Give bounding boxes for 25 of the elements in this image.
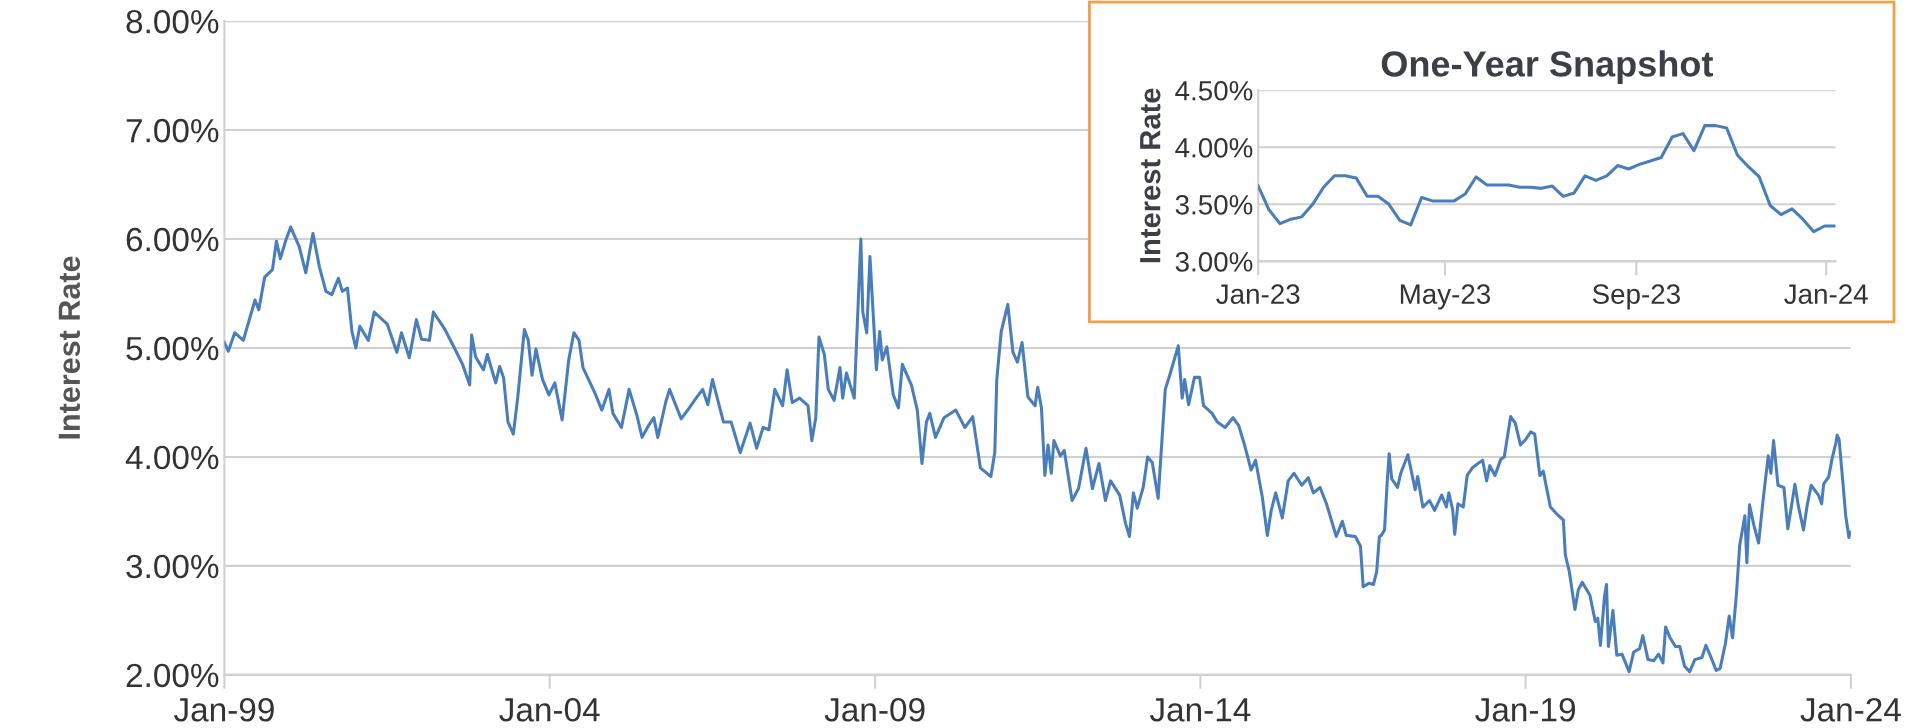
y-axis-title: Interest Rate <box>58 256 81 439</box>
line-series <box>1258 124 1836 234</box>
y-tick-label: 6.00% <box>126 227 219 252</box>
chart-title: One-Year Snapshot <box>1381 50 1713 84</box>
y-axis-title: Interest Rate <box>1140 88 1161 263</box>
y-tick-label: 5.00% <box>126 336 219 361</box>
x-tick-label: Jan-24 <box>1800 697 1901 722</box>
x-tick-label: Jan-24 <box>1784 284 1868 304</box>
y-tick-label: 4.50% <box>1175 80 1253 101</box>
y-tick-label: 8.00% <box>126 9 219 34</box>
y-tick-label: 2.00% <box>126 663 219 688</box>
x-tick-label: Jan-99 <box>173 697 274 722</box>
y-tick-label: 3.00% <box>1175 252 1253 272</box>
y-tick-label: 4.00% <box>125 445 219 470</box>
x-tick-label: Jan-09 <box>824 697 925 722</box>
y-tick-label: 7.00% <box>126 118 219 143</box>
y-tick-label: 4.00% <box>1175 137 1253 158</box>
x-tick-label: May-23 <box>1400 284 1491 310</box>
x-tick-label: Jan-04 <box>499 697 600 722</box>
x-tick-label: Sep-23 <box>1592 284 1680 310</box>
y-tick-label: 3.00% <box>126 554 219 579</box>
y-tick-label: 3.50% <box>1175 194 1253 215</box>
x-tick-label: Jan-14 <box>1149 698 1251 722</box>
x-tick-label: Jan-23 <box>1216 284 1300 304</box>
x-tick-label: Jan-19 <box>1475 697 1575 722</box>
